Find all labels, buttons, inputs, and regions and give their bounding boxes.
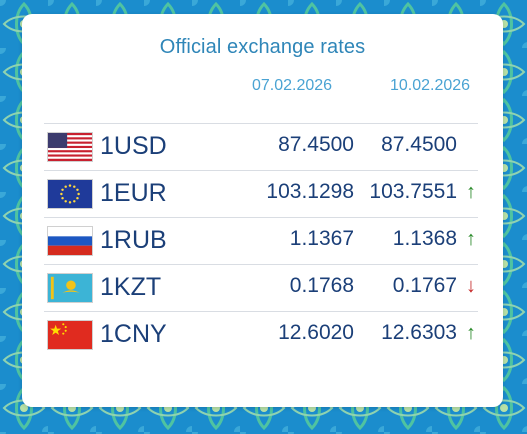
rate-previous: 0.1768	[289, 274, 354, 297]
trend-down-arrow-icon: ↓	[466, 275, 476, 297]
rate-current: 1.1368	[392, 227, 457, 250]
rate-previous: 1.1367	[289, 227, 354, 250]
trend-up-arrow-icon: ↑	[466, 228, 476, 250]
rate-row-cny: 1CNY 12.6020 12.6303 ↑	[44, 311, 478, 358]
date-previous: 07.02.2026	[252, 77, 333, 94]
rate-previous: 12.6020	[278, 321, 354, 344]
trend-up-arrow-icon: ↑	[466, 322, 476, 344]
rate-previous: 103.1298	[266, 180, 354, 203]
rate-row-eur: 1EUR 103.1298 103.7551 ↑	[44, 170, 478, 217]
flag-russia-icon	[47, 226, 93, 256]
rate-current: 103.7551	[369, 180, 457, 203]
rate-current: 0.1767	[392, 274, 457, 297]
rate-current: 12.6303	[381, 321, 457, 344]
rate-row-rub: 1RUB 1.1367 1.1368 ↑	[44, 217, 478, 264]
currency-code: 1KZT	[100, 273, 162, 301]
rate-row-usd: 1USD 87.4500 87.4500	[44, 123, 478, 170]
card-title: Official exchange rates	[159, 36, 366, 58]
flag-china-icon	[47, 320, 93, 350]
date-current: 10.02.2026	[390, 77, 471, 94]
flag-kazakhstan-icon	[47, 273, 93, 303]
flag-usa-icon	[47, 132, 93, 162]
rate-current: 87.4500	[381, 133, 457, 156]
exchange-rates-card: Official exchange rates 07.02.2026 10.02…	[22, 14, 503, 407]
rate-previous: 87.4500	[278, 133, 354, 156]
trend-up-arrow-icon: ↑	[466, 181, 476, 203]
rate-row-kzt: 1KZT 0.1768 0.1767 ↓	[44, 264, 478, 311]
currency-code: 1EUR	[100, 179, 167, 207]
rates-table: 1USD 87.4500 87.4500	[44, 123, 478, 358]
currency-code: 1CNY	[100, 320, 167, 348]
flag-eu-icon	[47, 179, 93, 209]
currency-code: 1USD	[100, 132, 167, 160]
currency-code: 1RUB	[100, 226, 167, 254]
